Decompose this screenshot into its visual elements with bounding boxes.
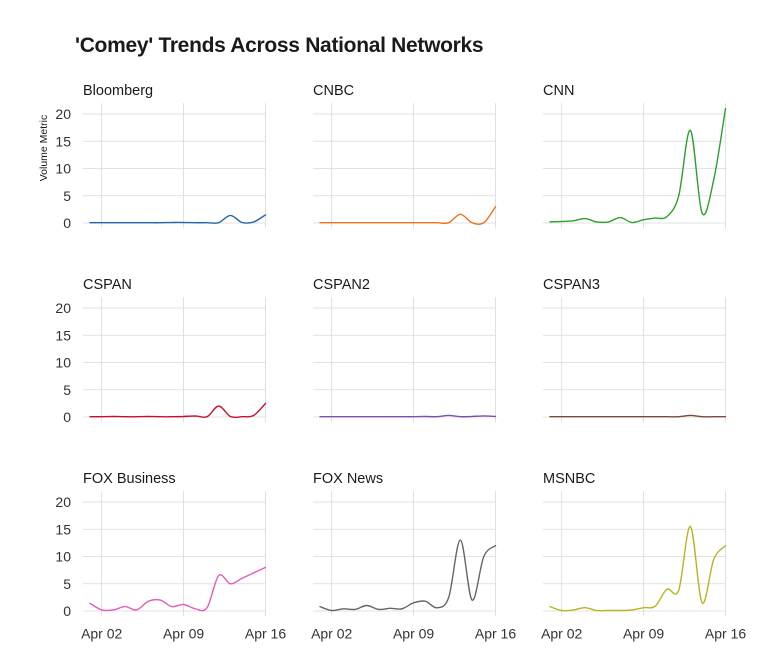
series-line-fox-news <box>319 539 497 612</box>
x-tick-label: Apr 09 <box>623 625 664 641</box>
series-line-cnn <box>549 107 727 224</box>
x-tick-label: Apr 16 <box>475 625 516 641</box>
y-tick-label: 10 <box>55 161 71 177</box>
x-tick-label: Apr 09 <box>163 625 204 641</box>
series-line-bloomberg <box>89 214 267 224</box>
facet-label-cspan: CSPAN <box>83 277 132 293</box>
facet-label-cnbc: CNBC <box>313 83 354 99</box>
x-tick-label: Apr 16 <box>245 625 286 641</box>
facet-label-fox-business: FOX Business <box>83 471 176 487</box>
facet-label-bloomberg: Bloomberg <box>83 83 153 99</box>
y-tick-label: 15 <box>55 521 71 537</box>
y-tick-label: 5 <box>63 576 71 592</box>
series-line-cspan <box>89 402 267 419</box>
facet-label-cspan3: CSPAN3 <box>543 277 600 293</box>
y-tick-label: 0 <box>63 603 71 619</box>
y-tick-label: 10 <box>55 549 71 565</box>
series-line-cnbc <box>319 206 497 225</box>
y-tick-label: 10 <box>55 355 71 371</box>
y-axis-title: Volume Metric <box>38 115 50 182</box>
x-tick-label: Apr 16 <box>705 625 746 641</box>
y-tick-label: 0 <box>63 215 71 231</box>
y-tick-label: 20 <box>55 300 71 316</box>
y-tick-label: 20 <box>55 106 71 122</box>
chart-title: 'Comey' Trends Across National Networks <box>75 34 484 57</box>
y-tick-label: 15 <box>55 133 71 149</box>
facet-label-msnbc: MSNBC <box>543 471 595 487</box>
facet-label-cspan2: CSPAN2 <box>313 277 370 293</box>
y-tick-label: 20 <box>55 494 71 510</box>
y-tick-label: 5 <box>63 382 71 398</box>
series-line-cspan3 <box>549 414 727 418</box>
series-line-fox-business <box>89 566 267 612</box>
series-line-cspan2 <box>319 414 497 418</box>
y-tick-label: 5 <box>63 188 71 204</box>
x-tick-label: Apr 02 <box>81 625 122 641</box>
x-tick-label: Apr 02 <box>311 625 352 641</box>
facet-label-cnn: CNN <box>543 83 574 99</box>
series-line-msnbc <box>549 525 727 612</box>
x-tick-label: Apr 02 <box>541 625 582 641</box>
y-tick-label: 15 <box>55 327 71 343</box>
y-tick-label: 0 <box>63 409 71 425</box>
facet-label-fox-news: FOX News <box>313 471 383 487</box>
x-tick-label: Apr 09 <box>393 625 434 641</box>
